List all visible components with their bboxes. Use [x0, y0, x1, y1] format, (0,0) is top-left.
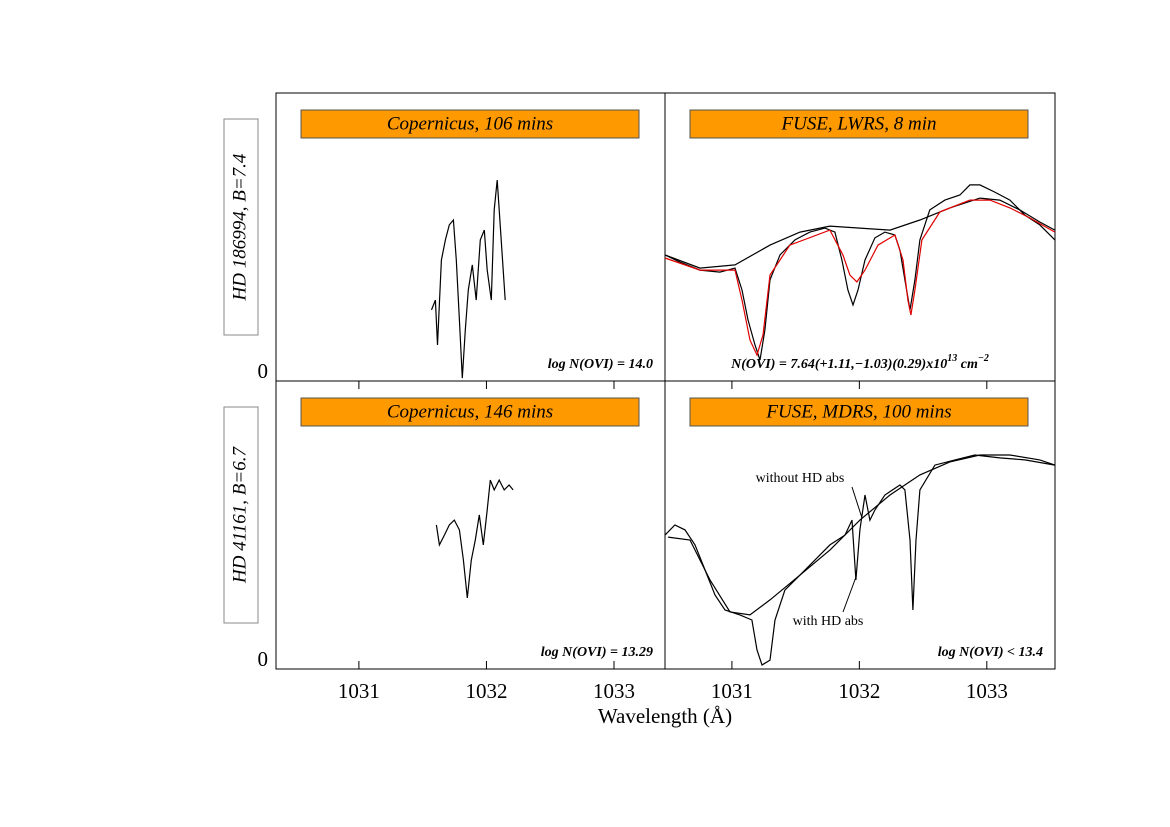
spectrum-line: [668, 454, 1056, 616]
panel-title: Copernicus, 146 mins: [387, 401, 553, 422]
panel-title: FUSE, MDRS, 100 mins: [765, 401, 951, 422]
spectrum-line: [664, 454, 1056, 666]
spectrum-line: [664, 197, 1056, 269]
title-box: [689, 397, 1029, 427]
spectrum-line: [664, 199, 1056, 357]
note: without HD abs: [756, 471, 845, 486]
title-box: [689, 109, 1029, 139]
annotation-part: 13: [947, 353, 957, 364]
panel-frame: [664, 380, 1056, 670]
annotation: N(OVI) = 7.64(+1.11,−1.03)(0.29)x1013 cm…: [730, 353, 989, 372]
annotation-part: −2: [978, 353, 989, 364]
annotation: log N(OVI) < 13.4: [938, 645, 1043, 660]
x-tick-label: 1031: [338, 679, 380, 703]
annotation-part: log N(OVI) = 14.0: [548, 357, 653, 372]
y-label-box: [223, 118, 259, 336]
annotation-part: N(OVI) = 7.64(+1.11,−1.03)(0.29)x10: [730, 357, 947, 372]
spectrum-line: [435, 478, 514, 598]
x-tick-label: 1032: [465, 679, 507, 703]
title-box: [300, 109, 640, 139]
spectrum-line: [430, 179, 506, 379]
x-tick-label: 1033: [966, 679, 1008, 703]
annotation-part: log N(OVI) < 13.4: [938, 645, 1043, 660]
y-tick-label: 0: [258, 647, 269, 671]
panel-title: Copernicus, 106 mins: [387, 113, 553, 134]
annotation: log N(OVI) = 14.0: [548, 357, 653, 372]
annotation: log N(OVI) = 13.29: [541, 645, 653, 660]
y-axis-label: HD 41161, B=6.7: [229, 446, 250, 584]
x-tick-label: 1031: [711, 679, 753, 703]
panel-title: FUSE, LWRS, 8 min: [781, 113, 937, 134]
annotation-part: log N(OVI) = 13.29: [541, 645, 653, 660]
y-label-box: [223, 406, 259, 624]
y-axis-label: HD 186994, B=7.4: [229, 153, 250, 301]
title-box: [300, 397, 640, 427]
note-arrow: [851, 486, 863, 519]
note-arrow: [842, 576, 857, 613]
x-tick-label: 1032: [838, 679, 880, 703]
note: with HD abs: [793, 614, 864, 629]
x-axis-label: Wavelength (Å): [598, 704, 732, 728]
spectrum-line: [664, 184, 1056, 361]
annotation-part: cm: [957, 357, 978, 372]
x-tick-label: 1033: [593, 679, 635, 703]
y-tick-label: 0: [258, 359, 269, 383]
